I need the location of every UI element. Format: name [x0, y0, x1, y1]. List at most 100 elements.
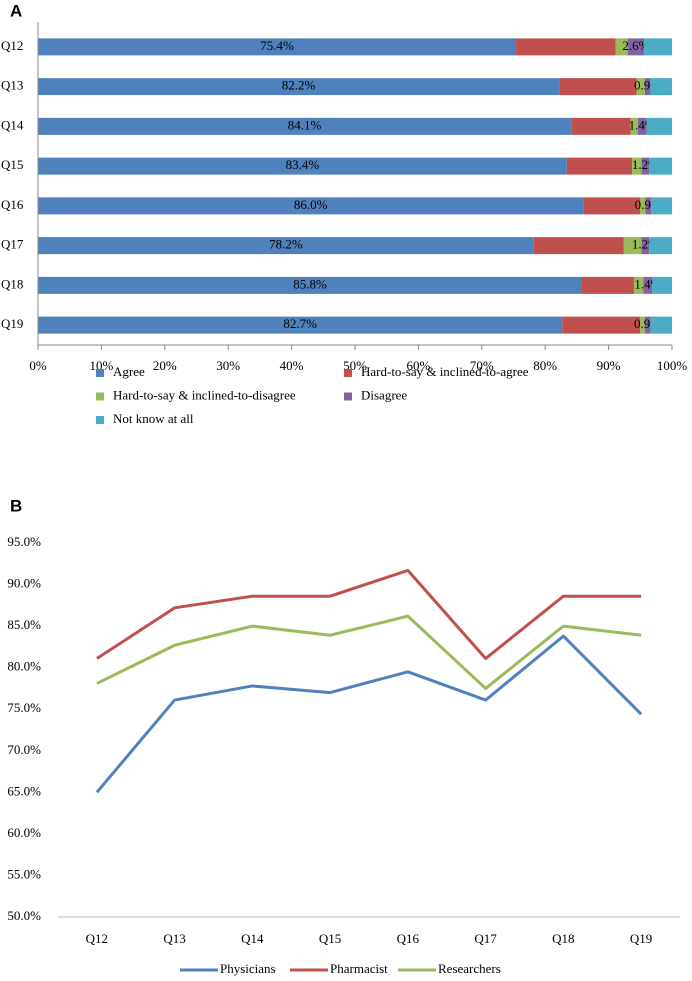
- bar-segment: [562, 316, 641, 334]
- y-tick-label: 85.0%: [7, 617, 41, 632]
- legend-label: Researchers: [438, 961, 501, 976]
- line-series: [96, 614, 642, 690]
- bar-segment: [627, 38, 645, 56]
- x-tick-label: 80%: [533, 358, 557, 373]
- legend-label: Not know at all: [113, 411, 194, 426]
- bar-segment: [650, 316, 672, 334]
- bar-segment: [643, 276, 653, 294]
- bar-segment: [637, 117, 647, 135]
- value-label: 83.4%: [286, 157, 320, 172]
- x-tick-label: 40%: [280, 358, 304, 373]
- x-tick-label: 20%: [153, 358, 177, 373]
- bar-segment: [641, 237, 650, 255]
- x-tick-label: Q15: [319, 931, 341, 946]
- bar-segment: [38, 117, 572, 135]
- y-tick-label: Q17: [1, 237, 24, 252]
- bar-segment: [649, 237, 672, 255]
- legend-label: Hard-to-say & inclined-to-agree: [361, 364, 529, 379]
- value-label: 82.2%: [282, 78, 316, 93]
- bar-segment: [646, 117, 672, 135]
- bar-segment: [571, 117, 631, 135]
- legend-label: Physicians: [220, 961, 276, 976]
- value-label: 78.2%: [269, 237, 303, 252]
- line-series: [96, 568, 642, 661]
- x-tick-label: Q13: [163, 931, 185, 946]
- x-tick-label: Q19: [630, 931, 652, 946]
- legend-label: Agree: [113, 364, 145, 379]
- value-label: 84.1%: [288, 117, 322, 132]
- bar-segment: [581, 276, 634, 294]
- legend-swatch: [344, 369, 352, 377]
- bar-segment: [652, 276, 672, 294]
- y-tick-label: 80.0%: [7, 659, 41, 674]
- legend-swatch: [96, 369, 104, 377]
- legend-label: Pharmacist: [330, 961, 388, 976]
- x-tick-label: Q12: [86, 931, 108, 946]
- bar-segment: [640, 197, 646, 215]
- y-tick-label: 75.0%: [7, 700, 41, 715]
- bar-segment: [632, 157, 642, 175]
- y-tick-label: Q19: [1, 316, 23, 331]
- y-tick-label: Q13: [1, 78, 23, 93]
- y-tick-label: Q14: [1, 117, 24, 132]
- value-label: 86.0%: [294, 197, 328, 212]
- bar-segment: [623, 237, 642, 255]
- bar-segment: [38, 197, 584, 215]
- bar-segment: [38, 38, 517, 56]
- y-tick-label: Q18: [1, 276, 23, 291]
- bar-segment: [516, 38, 616, 56]
- bar-segment: [650, 78, 672, 96]
- bar-segment: [559, 78, 637, 96]
- y-tick-label: 60.0%: [7, 825, 41, 840]
- y-tick-label: Q12: [1, 38, 23, 53]
- value-label: 2.6%: [622, 38, 649, 53]
- bar-segment: [645, 197, 652, 215]
- legend-swatch: [96, 392, 104, 401]
- bar-segment: [583, 197, 641, 215]
- x-tick-label: 0%: [29, 358, 47, 373]
- legend-label: Disagree: [361, 387, 407, 402]
- x-tick-label: 60%: [406, 358, 430, 373]
- y-tick-label: 50.0%: [7, 908, 41, 923]
- legend-swatch: [96, 416, 104, 424]
- bar-segment: [630, 117, 638, 135]
- x-tick-label: 30%: [216, 358, 240, 373]
- bar-segment: [651, 197, 672, 215]
- bar-segment: [640, 316, 645, 334]
- bar-segment: [644, 78, 651, 96]
- bar-segment: [641, 157, 650, 175]
- y-tick-label: Q15: [1, 157, 23, 172]
- y-tick-label: 55.0%: [7, 866, 41, 881]
- y-tick-label: 70.0%: [7, 742, 41, 757]
- bar-segment: [533, 237, 624, 255]
- bar-segment: [644, 38, 672, 56]
- y-tick-label: 65.0%: [7, 783, 41, 798]
- value-label: 75.4%: [260, 38, 294, 53]
- bar-segment: [38, 157, 567, 175]
- bar-segment: [566, 157, 633, 175]
- x-tick-label: 90%: [597, 358, 621, 373]
- line-series: [95, 634, 643, 794]
- bar-segment: [636, 78, 645, 96]
- bar-segment: [615, 38, 628, 56]
- y-tick-label: 90.0%: [7, 576, 41, 591]
- y-tick-label: Q16: [1, 197, 24, 212]
- legend-swatch: [344, 392, 352, 401]
- value-label: 82.7%: [283, 316, 317, 331]
- y-tick-label: 95.0%: [7, 534, 41, 549]
- bar-segment: [649, 157, 672, 175]
- legend-label: Hard-to-say & inclined-to-disagree: [113, 387, 296, 402]
- bar-segment: [633, 276, 644, 294]
- x-tick-label: 70%: [470, 358, 494, 373]
- value-label: 85.8%: [293, 276, 327, 291]
- bar-segment: [644, 316, 651, 334]
- x-tick-label: Q18: [552, 931, 574, 946]
- bar-segment: [38, 237, 534, 255]
- bar-segment: [38, 276, 582, 294]
- x-tick-label: Q14: [241, 931, 264, 946]
- x-tick-label: 10%: [89, 358, 113, 373]
- x-tick-label: 100%: [657, 358, 688, 373]
- panel-label: B: [10, 496, 22, 515]
